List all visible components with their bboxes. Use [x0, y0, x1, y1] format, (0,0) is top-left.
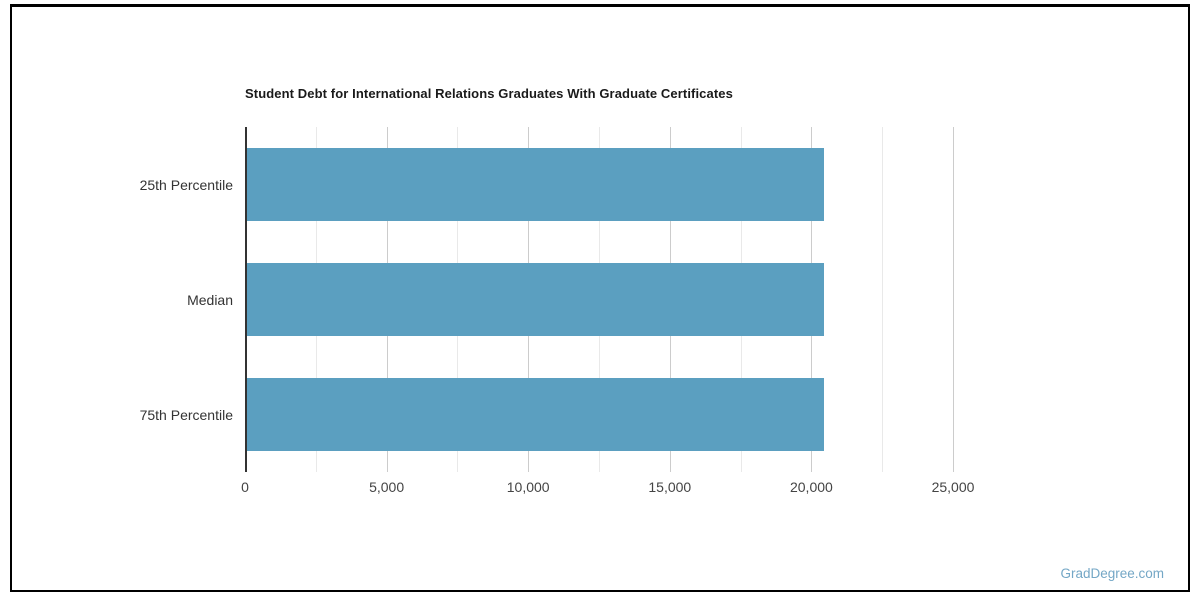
x-tick-label: 15,000 [648, 479, 692, 495]
category-label: 25th Percentile [139, 176, 233, 193]
category-label: 75th Percentile [139, 406, 233, 423]
bar-75th-percentile[interactable] [246, 378, 825, 451]
x-tick-label: 5,000 [369, 479, 405, 495]
plot-area [245, 127, 954, 472]
bar-25th-percentile[interactable] [246, 148, 825, 221]
minor-gridline [882, 127, 884, 472]
y-axis-line [245, 127, 247, 472]
x-tick-label: 0 [241, 479, 249, 495]
bar-median[interactable] [246, 263, 825, 336]
x-tick-label: 20,000 [789, 479, 833, 495]
watermark-link[interactable]: GradDegree.com [1060, 566, 1164, 581]
major-gridline [953, 127, 954, 472]
x-tick-label: 10,000 [506, 479, 550, 495]
x-axis-labels: 0 5,000 10,000 15,000 20,000 25,000 [0, 479, 1200, 499]
y-axis-labels: 25th Percentile Median 75th Percentile [0, 127, 233, 472]
category-label: Median [187, 291, 233, 308]
chart-title: Student Debt for International Relations… [245, 86, 733, 101]
x-tick-label: 25,000 [931, 479, 975, 495]
